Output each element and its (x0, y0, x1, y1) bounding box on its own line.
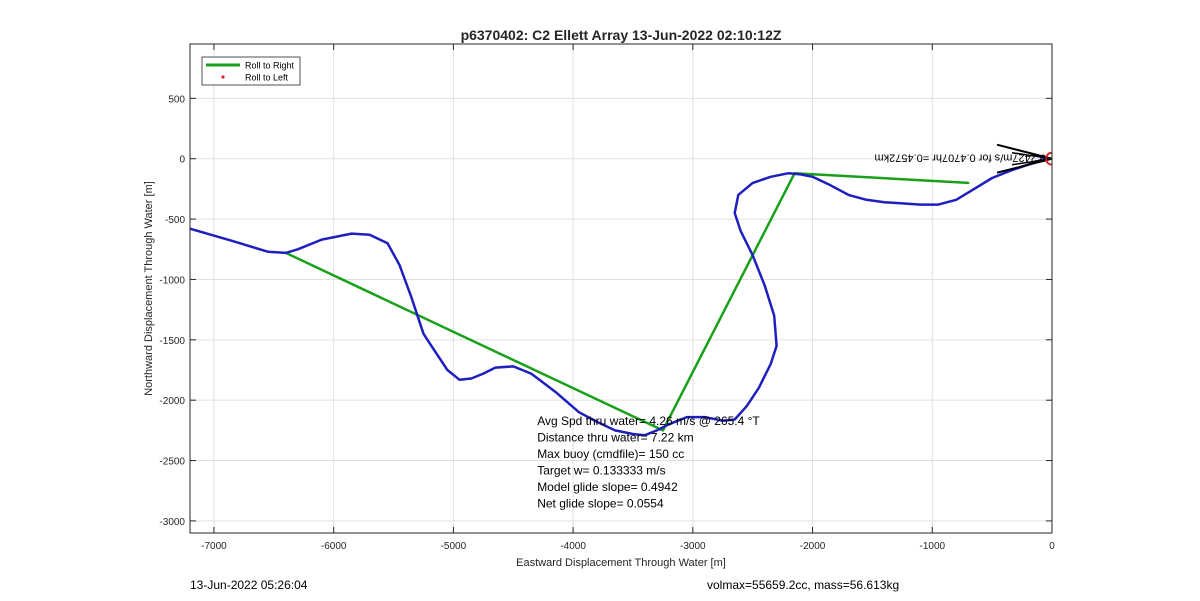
series-line-1 (190, 157, 1047, 437)
y-tick-label: -500 (165, 215, 185, 226)
y-tick-label: -1500 (159, 336, 185, 347)
y-tick-label: -2000 (159, 396, 185, 407)
arrow-shaft-upper (996, 143, 1052, 160)
x-tick-label: -6000 (321, 541, 347, 552)
axes-frame (189, 43, 1053, 534)
x-tick-label: -5000 (441, 541, 467, 552)
data-layer: 0.2427m/s for 0.4707hr =0.4572km (190, 143, 1052, 437)
footer-timestamp: 13-Jun-2022 05:26:04 (190, 578, 308, 592)
y-tick-label: 500 (168, 94, 185, 105)
arrow-shaft-lower (996, 157, 1052, 174)
legend-label: Roll to Left (245, 73, 289, 83)
y-tick-label: 0 (179, 155, 185, 166)
x-axis-label: Eastward Displacement Through Water [m] (516, 557, 726, 569)
x-tick-label: -3000 (680, 541, 706, 552)
series-line-0 (284, 171, 970, 432)
y-tick-label: -2500 (159, 457, 185, 468)
footer-stats: volmax=55659.2cc, mass=56.613kg (707, 578, 900, 592)
legend-box (201, 56, 301, 86)
legend-swatch-dot (221, 75, 225, 79)
x-tick-label: -7000 (201, 541, 227, 552)
stats-annotation: Net glide slope= 0.0554 (537, 497, 664, 511)
stats-annotation: Target w= 0.133333 m/s (537, 464, 665, 478)
y-tick-label: -1000 (159, 275, 185, 286)
x-tick-label: -4000 (560, 541, 586, 552)
stats-annotation: Avg Spd thru water= 4.26 m/s @ 265.4 °T (537, 414, 760, 428)
stats-annotation: Distance thru water= 7.22 km (537, 431, 693, 445)
x-tick-label: -1000 (919, 541, 945, 552)
legend-label: Roll to Right (245, 61, 295, 71)
y-tick-label: -3000 (159, 517, 185, 528)
stats-annotation: Max buoy (cmdfile)= 150 cc (537, 447, 684, 461)
x-tick-label: -2000 (800, 541, 826, 552)
chart-title: p6370402: C2 Ellett Array 13-Jun-2022 02… (461, 27, 782, 43)
y-axis-label: Northward Displacement Through Water [m] (143, 181, 155, 396)
stats-annotation: Model glide slope= 0.4942 (537, 480, 678, 494)
plot-area: 0.2427m/s for 0.4707hr =0.4572km -7000 -60… (143, 43, 1055, 569)
x-tick-label: 0 (1049, 541, 1055, 552)
current-vector-label: 0.2427m/s for 0.4707hr =0.4572km (874, 152, 1046, 164)
